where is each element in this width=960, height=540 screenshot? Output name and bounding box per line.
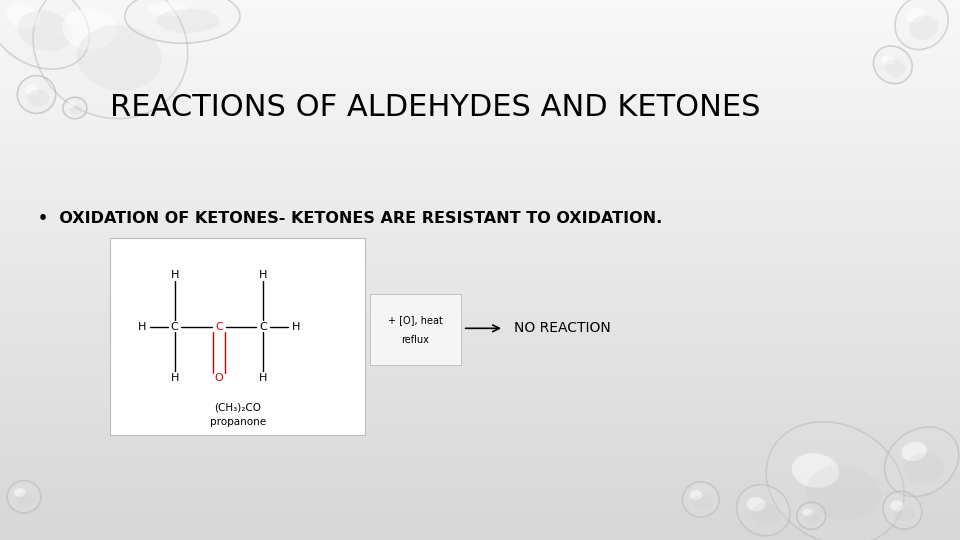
Ellipse shape	[752, 503, 780, 526]
Text: H: H	[138, 322, 146, 332]
Ellipse shape	[62, 97, 86, 119]
Text: NO REACTION: NO REACTION	[514, 321, 611, 335]
Text: H: H	[259, 373, 267, 383]
Ellipse shape	[148, 2, 188, 17]
Text: (CH₃)₂CO: (CH₃)₂CO	[214, 403, 261, 413]
Ellipse shape	[747, 497, 765, 511]
Ellipse shape	[884, 59, 905, 76]
Ellipse shape	[880, 55, 895, 66]
Text: H: H	[292, 322, 300, 332]
Ellipse shape	[0, 0, 89, 69]
Ellipse shape	[25, 84, 38, 95]
Ellipse shape	[62, 9, 116, 49]
Ellipse shape	[890, 501, 904, 511]
Ellipse shape	[7, 481, 40, 513]
Ellipse shape	[736, 485, 790, 536]
Text: propanone: propanone	[209, 417, 266, 427]
Ellipse shape	[904, 453, 945, 484]
Ellipse shape	[901, 442, 927, 461]
Ellipse shape	[874, 46, 912, 84]
Ellipse shape	[803, 509, 812, 516]
Ellipse shape	[125, 0, 240, 43]
Ellipse shape	[792, 453, 839, 488]
Text: H: H	[171, 271, 179, 280]
Text: C: C	[171, 322, 179, 332]
Ellipse shape	[28, 89, 49, 106]
Text: C: C	[259, 322, 267, 332]
Ellipse shape	[797, 502, 826, 529]
Ellipse shape	[766, 422, 904, 540]
Text: + [O], heat: + [O], heat	[388, 315, 443, 325]
Text: O: O	[214, 373, 224, 383]
Text: •  OXIDATION OF KETONES- KETONES ARE RESISTANT TO OXIDATION.: • OXIDATION OF KETONES- KETONES ARE RESI…	[38, 211, 662, 226]
Ellipse shape	[77, 25, 161, 91]
Ellipse shape	[18, 10, 72, 51]
Ellipse shape	[883, 491, 922, 529]
Ellipse shape	[884, 427, 959, 496]
Text: REACTIONS OF ALDEHYDES AND KETONES: REACTIONS OF ALDEHYDES AND KETONES	[110, 93, 761, 123]
Text: C: C	[215, 322, 223, 332]
Ellipse shape	[906, 8, 924, 23]
Ellipse shape	[909, 16, 939, 40]
Text: H: H	[171, 373, 179, 383]
Ellipse shape	[17, 76, 56, 113]
Ellipse shape	[692, 495, 712, 510]
Ellipse shape	[13, 488, 26, 497]
Ellipse shape	[6, 3, 40, 29]
Ellipse shape	[690, 490, 703, 500]
Ellipse shape	[67, 102, 76, 109]
Ellipse shape	[806, 465, 881, 521]
FancyBboxPatch shape	[370, 294, 461, 364]
Ellipse shape	[33, 0, 188, 119]
Ellipse shape	[804, 512, 821, 524]
Ellipse shape	[156, 9, 220, 33]
Ellipse shape	[895, 0, 948, 50]
Text: H: H	[259, 271, 267, 280]
Text: reflux: reflux	[401, 335, 429, 345]
FancyBboxPatch shape	[110, 238, 365, 435]
Ellipse shape	[16, 492, 35, 507]
Ellipse shape	[894, 505, 915, 522]
Ellipse shape	[683, 482, 719, 517]
Ellipse shape	[69, 105, 83, 114]
